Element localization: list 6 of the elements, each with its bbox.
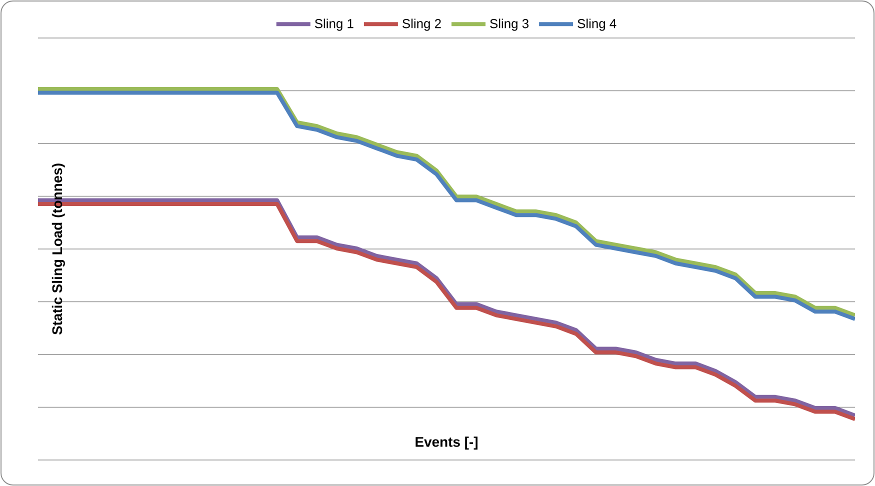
legend-label: Sling 4 [578,18,616,31]
x-axis-title: Events [-] [416,436,478,450]
y-axis-title: Static Sling Load (tonnes) [52,164,65,335]
legend-label: Sling 2 [402,18,441,31]
legend-label: Sling 1 [314,18,354,31]
legend-label: Sling 3 [490,18,529,31]
